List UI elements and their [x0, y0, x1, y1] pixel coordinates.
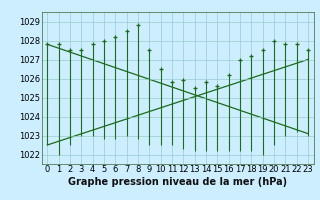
X-axis label: Graphe pression niveau de la mer (hPa): Graphe pression niveau de la mer (hPa) — [68, 177, 287, 187]
